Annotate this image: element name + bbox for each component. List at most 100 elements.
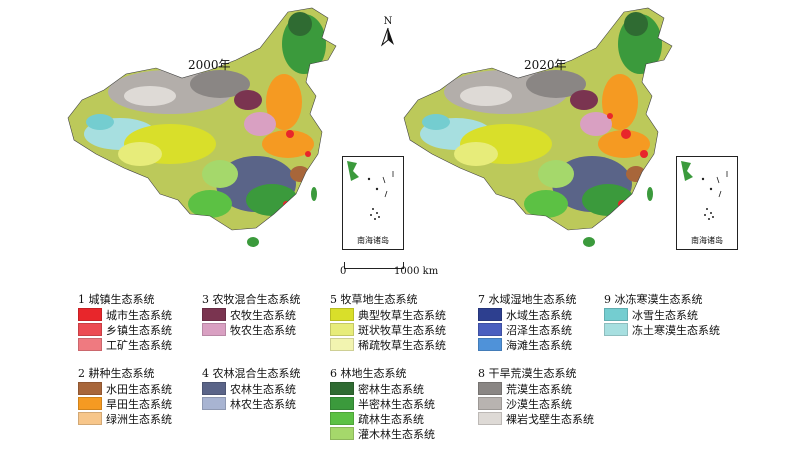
legend-group: 8 干旱荒漠生态系统 荒漠生态系统 沙漠生态系统 裸岩戈壁生态系统 bbox=[478, 366, 594, 426]
legend-item: 林农生态系统 bbox=[202, 396, 301, 411]
legend-item: 乡镇生态系统 bbox=[78, 322, 172, 337]
legend-item-label: 荒漠生态系统 bbox=[506, 382, 572, 396]
legend-swatch bbox=[604, 308, 628, 321]
legend-swatch bbox=[78, 382, 102, 395]
legend-item-label: 灌木林生态系统 bbox=[358, 427, 435, 441]
legend-item: 农林生态系统 bbox=[202, 381, 301, 396]
legend-item: 牧农生态系统 bbox=[202, 322, 301, 337]
legend: 1 城镇生态系统 城市生态系统 乡镇生态系统 工矿生态系统 2 耕种生态系统 水… bbox=[0, 292, 800, 456]
legend-item-label: 斑状牧草生态系统 bbox=[358, 323, 446, 337]
legend-group: 3 农牧混合生态系统 农牧生态系统 牧农生态系统 bbox=[202, 292, 301, 337]
legend-item-label: 沼泽生态系统 bbox=[506, 323, 572, 337]
legend-swatch bbox=[78, 308, 102, 321]
legend-group-title: 1 城镇生态系统 bbox=[78, 293, 155, 306]
legend-item: 冻土寒漠生态系统 bbox=[604, 322, 720, 337]
legend-group-title: 9 冰冻寒漠生态系统 bbox=[604, 293, 703, 306]
legend-item: 城市生态系统 bbox=[78, 307, 172, 322]
legend-item-label: 农林生态系统 bbox=[230, 382, 296, 396]
legend-item-label: 密林生态系统 bbox=[358, 382, 424, 396]
legend-group-title: 6 林地生态系统 bbox=[330, 367, 407, 380]
legend-swatch bbox=[478, 308, 502, 321]
legend-group: 1 城镇生态系统 城市生态系统 乡镇生态系统 工矿生态系统 bbox=[78, 292, 172, 352]
legend-swatch bbox=[330, 323, 354, 336]
legend-item: 荒漠生态系统 bbox=[478, 381, 594, 396]
legend-item-label: 旱田生态系统 bbox=[106, 397, 172, 411]
legend-group: 5 牧草地生态系统 典型牧草生态系统 斑状牧草生态系统 稀疏牧草生态系统 bbox=[330, 292, 446, 352]
legend-item-label: 冻土寒漠生态系统 bbox=[632, 323, 720, 337]
legend-swatch bbox=[478, 323, 502, 336]
legend-group-title: 5 牧草地生态系统 bbox=[330, 293, 418, 306]
legend-group: 2 耕种生态系统 水田生态系统 旱田生态系统 绿洲生态系统 bbox=[78, 366, 172, 426]
legend-swatch bbox=[330, 308, 354, 321]
legend-item-label: 林农生态系统 bbox=[230, 397, 296, 411]
inset-label: 南海诸岛 bbox=[357, 236, 389, 245]
legend-item: 典型牧草生态系统 bbox=[330, 307, 446, 322]
legend-group-title: 7 水域湿地生态系统 bbox=[478, 293, 577, 306]
legend-item: 水田生态系统 bbox=[78, 381, 172, 396]
scale-end: 1000 km bbox=[394, 266, 439, 277]
legend-item-label: 牧农生态系统 bbox=[230, 323, 296, 337]
legend-swatch bbox=[202, 382, 226, 395]
legend-item: 半密林生态系统 bbox=[330, 396, 435, 411]
legend-item: 灌木林生态系统 bbox=[330, 426, 435, 441]
inset-islands bbox=[681, 161, 728, 220]
legend-swatch bbox=[604, 323, 628, 336]
legend-item: 裸岩戈壁生态系统 bbox=[478, 411, 594, 426]
legend-swatch bbox=[202, 323, 226, 336]
legend-group: 4 农林混合生态系统 农林生态系统 林农生态系统 bbox=[202, 366, 301, 411]
inset-label: 南海诸岛 bbox=[691, 236, 723, 245]
legend-swatch bbox=[478, 382, 502, 395]
legend-swatch bbox=[78, 397, 102, 410]
legend-item: 水域生态系统 bbox=[478, 307, 577, 322]
year-label-2020: 2020年 bbox=[524, 58, 567, 72]
inset-islands bbox=[347, 161, 394, 220]
legend-item-label: 城市生态系统 bbox=[106, 308, 172, 322]
legend-swatch bbox=[330, 427, 354, 440]
legend-item-label: 农牧生态系统 bbox=[230, 308, 296, 322]
scale-start: 0 bbox=[340, 266, 347, 277]
south-china-sea-inset: 南海诸岛 bbox=[342, 156, 404, 250]
legend-item: 工矿生态系统 bbox=[78, 337, 172, 352]
north-arrow: N bbox=[378, 16, 398, 50]
legend-item: 旱田生态系统 bbox=[78, 396, 172, 411]
legend-swatch bbox=[330, 338, 354, 351]
legend-item-label: 工矿生态系统 bbox=[106, 338, 172, 352]
legend-item: 疏林生态系统 bbox=[330, 411, 435, 426]
legend-item-label: 沙漠生态系统 bbox=[506, 397, 572, 411]
year-label-2000: 2000年 bbox=[188, 58, 231, 72]
legend-group-title: 4 农林混合生态系统 bbox=[202, 367, 301, 380]
legend-item: 海滩生态系统 bbox=[478, 337, 577, 352]
legend-item: 农牧生态系统 bbox=[202, 307, 301, 322]
legend-swatch bbox=[330, 382, 354, 395]
legend-item: 斑状牧草生态系统 bbox=[330, 322, 446, 337]
legend-item-label: 疏林生态系统 bbox=[358, 412, 424, 426]
legend-item-label: 裸岩戈壁生态系统 bbox=[506, 412, 594, 426]
legend-item: 冰雪生态系统 bbox=[604, 307, 720, 322]
north-arrow-icon bbox=[380, 27, 394, 47]
legend-item-label: 典型牧草生态系统 bbox=[358, 308, 446, 322]
legend-item: 绿洲生态系统 bbox=[78, 411, 172, 426]
legend-item-label: 稀疏牧草生态系统 bbox=[358, 338, 446, 352]
legend-group: 9 冰冻寒漠生态系统 冰雪生态系统 冻土寒漠生态系统 bbox=[604, 292, 720, 337]
scale-bar: 0 1000 km bbox=[330, 258, 450, 280]
south-china-sea-inset: 南海诸岛 bbox=[676, 156, 738, 250]
map-2000: 2000年 南海诸岛 bbox=[60, 4, 404, 254]
legend-swatch bbox=[478, 338, 502, 351]
legend-group-title: 2 耕种生态系统 bbox=[78, 367, 155, 380]
legend-item: 沼泽生态系统 bbox=[478, 322, 577, 337]
legend-group-title: 3 农牧混合生态系统 bbox=[202, 293, 301, 306]
legend-swatch bbox=[330, 412, 354, 425]
map-2020: 2020年 南海诸岛 bbox=[396, 4, 738, 254]
legend-item: 沙漠生态系统 bbox=[478, 396, 594, 411]
legend-item-label: 海滩生态系统 bbox=[506, 338, 572, 352]
legend-item: 稀疏牧草生态系统 bbox=[330, 337, 446, 352]
legend-group: 6 林地生态系统 密林生态系统 半密林生态系统 疏林生态系统 灌木林生态系统 bbox=[330, 366, 435, 441]
legend-group-title: 8 干旱荒漠生态系统 bbox=[478, 367, 577, 380]
legend-swatch bbox=[330, 397, 354, 410]
legend-item-label: 冰雪生态系统 bbox=[632, 308, 698, 322]
china-map-2000 bbox=[67, 7, 337, 247]
north-label: N bbox=[383, 16, 393, 27]
legend-swatch bbox=[78, 323, 102, 336]
legend-item-label: 水田生态系统 bbox=[106, 382, 172, 396]
legend-item-label: 乡镇生态系统 bbox=[106, 323, 172, 337]
